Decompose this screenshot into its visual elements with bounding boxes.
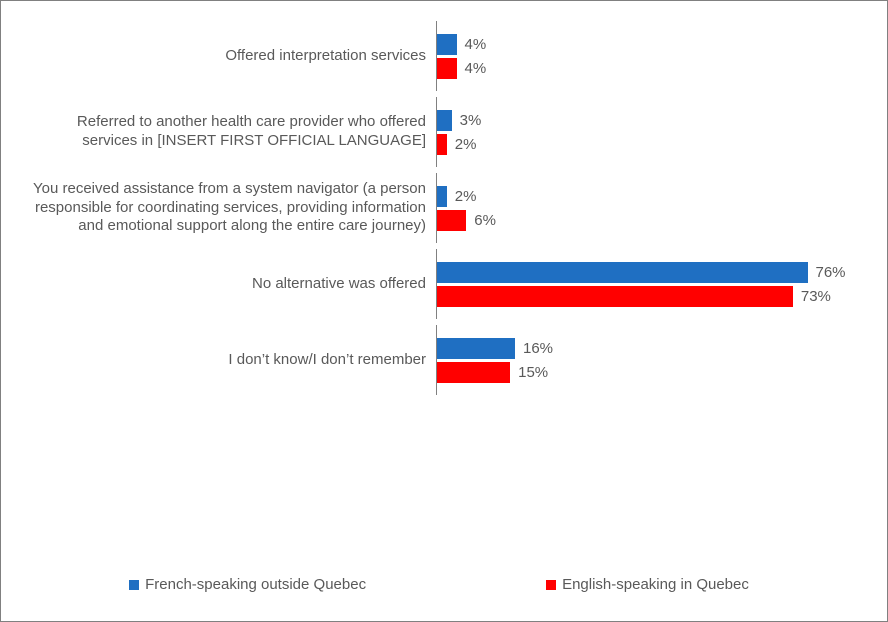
bar-value-label: 2%	[455, 188, 477, 205]
legend-item: French-speaking outside Quebec	[129, 576, 366, 593]
bar	[437, 286, 793, 307]
bar-wrap: 73%	[437, 285, 857, 307]
bar-wrap: 2%	[437, 185, 857, 207]
bar-wrap: 15%	[437, 361, 857, 383]
bar	[437, 134, 447, 155]
bar-wrap: 4%	[437, 33, 857, 55]
bar	[437, 110, 452, 131]
category-label: I don’t know/I don’t remember	[21, 351, 436, 370]
chart-row: Offered interpretation services4%4%	[21, 21, 857, 91]
legend-item: English-speaking in Quebec	[546, 576, 749, 593]
bar-value-label: 73%	[801, 288, 831, 305]
bar-wrap: 4%	[437, 57, 857, 79]
bars-group: 3%2%	[436, 97, 857, 167]
bar	[437, 338, 515, 359]
legend-label: French-speaking outside Quebec	[145, 576, 366, 593]
bar-value-label: 4%	[465, 60, 487, 77]
chart-container: Offered interpretation services4%4%Refer…	[0, 0, 888, 622]
bar-wrap: 16%	[437, 337, 857, 359]
bar	[437, 186, 447, 207]
bars-group: 4%4%	[436, 21, 857, 91]
bar	[437, 210, 466, 231]
chart-legend: French-speaking outside Quebec English-sp…	[21, 576, 857, 593]
bar	[437, 34, 457, 55]
bar-value-label: 3%	[460, 112, 482, 129]
category-label: You received assistance from a system na…	[21, 180, 436, 236]
chart-plot-area: Offered interpretation services4%4%Refer…	[21, 21, 857, 566]
bar	[437, 262, 808, 283]
category-label: Offered interpretation services	[21, 47, 436, 66]
bar	[437, 58, 457, 79]
bar-wrap: 76%	[437, 261, 857, 283]
bar-value-label: 6%	[474, 212, 496, 229]
bar-wrap: 6%	[437, 209, 857, 231]
bar-value-label: 4%	[465, 36, 487, 53]
bars-group: 76%73%	[436, 249, 857, 319]
chart-row: No alternative was offered76%73%	[21, 249, 857, 319]
bar-wrap: 3%	[437, 109, 857, 131]
legend-swatch	[129, 580, 139, 590]
bar-wrap: 2%	[437, 133, 857, 155]
bar-value-label: 2%	[455, 136, 477, 153]
legend-swatch	[546, 580, 556, 590]
chart-row: Referred to another health care provider…	[21, 97, 857, 167]
bar-value-label: 15%	[518, 364, 548, 381]
legend-label: English-speaking in Quebec	[562, 576, 749, 593]
bar-value-label: 76%	[816, 264, 846, 281]
bars-group: 16%15%	[436, 325, 857, 395]
chart-row: You received assistance from a system na…	[21, 173, 857, 243]
bars-group: 2%6%	[436, 173, 857, 243]
category-label: No alternative was offered	[21, 275, 436, 294]
chart-row: I don’t know/I don’t remember16%15%	[21, 325, 857, 395]
category-label: Referred to another health care provider…	[21, 113, 436, 151]
bar-value-label: 16%	[523, 340, 553, 357]
bar	[437, 362, 510, 383]
